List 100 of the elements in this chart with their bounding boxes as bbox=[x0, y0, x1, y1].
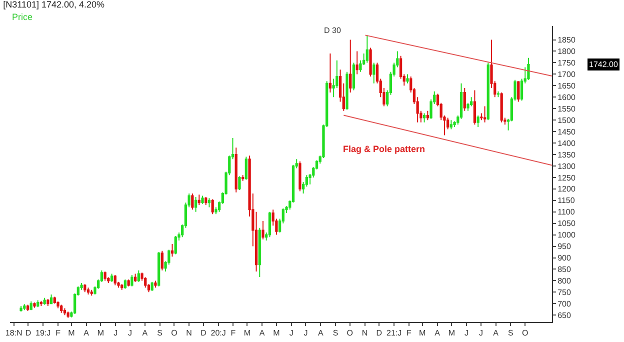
candlestick bbox=[90, 289, 93, 296]
candlestick bbox=[204, 196, 208, 206]
x-tick-label: M bbox=[419, 328, 426, 338]
candlestick bbox=[86, 287, 90, 295]
x-tick-label: J bbox=[114, 328, 118, 338]
x-tick-label: O bbox=[171, 328, 178, 338]
candlestick bbox=[36, 300, 40, 308]
candlestick bbox=[372, 62, 376, 84]
candlestick bbox=[426, 110, 429, 121]
y-tick-label: 1650 bbox=[558, 81, 576, 90]
candlestick bbox=[43, 297, 46, 306]
y-tick-label: 1300 bbox=[558, 162, 576, 171]
candlestick bbox=[84, 284, 86, 293]
candlestick bbox=[120, 284, 124, 290]
candlestick bbox=[328, 53, 332, 94]
x-tick-label: N bbox=[186, 328, 192, 338]
candlestick bbox=[124, 279, 127, 290]
candlestick bbox=[208, 198, 211, 208]
candlestick bbox=[258, 227, 261, 278]
y-tick-label: 950 bbox=[558, 242, 572, 252]
candlestick bbox=[366, 34, 368, 64]
candlestick bbox=[486, 62, 490, 121]
candlestick bbox=[268, 211, 272, 238]
candlestick bbox=[33, 302, 36, 308]
candlestick bbox=[50, 294, 53, 305]
candlestick bbox=[463, 87, 466, 112]
x-tick-label: O bbox=[522, 328, 528, 338]
candlestick bbox=[137, 270, 140, 282]
y-tick-label: 1800 bbox=[558, 47, 576, 56]
x-tick-label: S bbox=[157, 328, 162, 338]
candlestick bbox=[26, 304, 30, 312]
candlestick bbox=[473, 90, 476, 126]
x-tick-label: N bbox=[362, 328, 368, 338]
y-tick-label: 650 bbox=[558, 310, 572, 320]
y-tick-label: 1050 bbox=[558, 219, 576, 228]
candlestick bbox=[63, 308, 66, 316]
y-tick-label: 1550 bbox=[558, 104, 576, 114]
candlestick bbox=[356, 50, 358, 75]
y-tick-label: 1750 bbox=[558, 58, 576, 68]
x-tick-label: M bbox=[273, 328, 280, 338]
candlestick bbox=[476, 114, 480, 128]
candlestick bbox=[352, 62, 356, 91]
y-tick-label: 1000 bbox=[558, 230, 576, 240]
candlestick bbox=[154, 280, 157, 288]
candlestick bbox=[127, 279, 130, 287]
candlestick bbox=[158, 252, 160, 287]
candlestick bbox=[450, 120, 453, 130]
annotation: Flag & Pole pattern bbox=[343, 144, 426, 154]
x-tick-label: A bbox=[142, 328, 148, 338]
y-tick-label: 900 bbox=[558, 254, 572, 263]
candlestick bbox=[470, 96, 473, 107]
annotation: D 30 bbox=[324, 26, 342, 35]
x-tick-label: J bbox=[464, 328, 469, 338]
x-tick-label: 21:J bbox=[386, 328, 402, 338]
x-tick-label: O bbox=[346, 328, 354, 338]
y-tick-label: 700 bbox=[558, 299, 572, 308]
y-tick-label: 1450 bbox=[558, 127, 576, 136]
y-tick-label: 1250 bbox=[558, 173, 576, 182]
candlestick bbox=[40, 300, 43, 306]
candlestick bbox=[500, 92, 503, 123]
candlestick bbox=[23, 304, 26, 311]
x-tick-label: A bbox=[434, 328, 441, 338]
candlestick bbox=[244, 156, 248, 180]
y-tick-label: 750 bbox=[558, 288, 572, 297]
x-tick-label: D bbox=[200, 328, 207, 338]
candlestick bbox=[406, 74, 409, 84]
candlestick bbox=[483, 106, 486, 123]
candlestick bbox=[66, 311, 70, 318]
candlestick bbox=[114, 274, 116, 286]
candlestick bbox=[46, 298, 50, 306]
y-tick-label: 1200 bbox=[558, 184, 576, 194]
candlestick bbox=[104, 271, 106, 282]
candlestick bbox=[110, 273, 114, 282]
y-tick-label: 1100 bbox=[558, 208, 576, 217]
candlestick bbox=[242, 174, 244, 182]
candlestick bbox=[170, 243, 174, 258]
candlestick bbox=[234, 147, 238, 193]
y-tick-label: 1850 bbox=[558, 36, 576, 45]
candlestick bbox=[194, 196, 198, 212]
candlestick bbox=[346, 71, 348, 110]
candlestick bbox=[144, 276, 147, 288]
candlestick bbox=[130, 274, 134, 287]
x-tick-label: 19:J bbox=[36, 328, 51, 338]
x-tick-label: A bbox=[84, 328, 90, 338]
x-tick-label: S bbox=[508, 328, 514, 338]
y-tick-label: 800 bbox=[558, 276, 572, 286]
candlestick bbox=[30, 300, 32, 311]
y-tick-label: 850 bbox=[558, 265, 572, 274]
candlestick bbox=[56, 300, 60, 309]
candlestick bbox=[150, 281, 154, 292]
candlestick bbox=[160, 250, 164, 271]
candlestick bbox=[369, 47, 372, 77]
x-tick-label: 20:J bbox=[210, 328, 226, 338]
candlestick bbox=[496, 90, 500, 98]
x-tick-label: M bbox=[244, 328, 251, 338]
chart-title: [N31101] 1742.00, 4.20% bbox=[3, 0, 105, 10]
candlestick bbox=[60, 304, 63, 314]
candlestick bbox=[198, 194, 200, 206]
y-tick-label: 1700 bbox=[558, 70, 576, 79]
y-tick-label: 1600 bbox=[558, 92, 576, 102]
